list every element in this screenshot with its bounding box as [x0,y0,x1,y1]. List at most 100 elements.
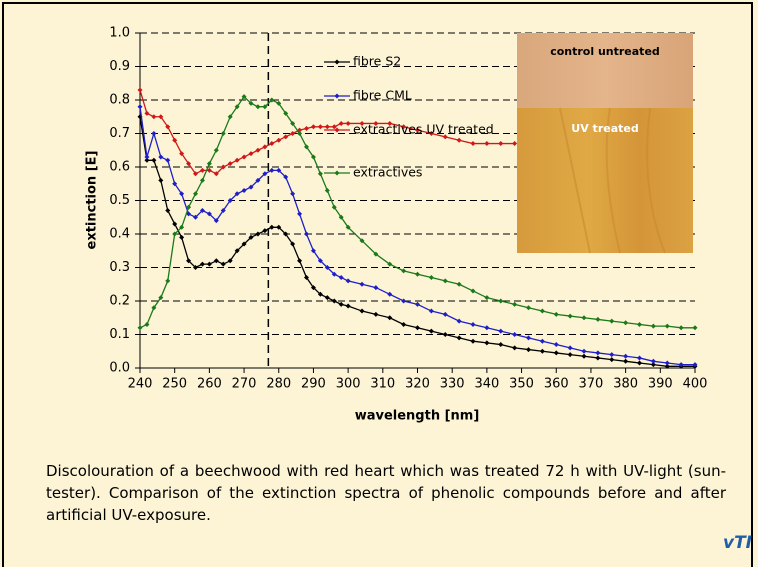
data-point [317,258,323,264]
data-point [234,191,240,197]
data-point [498,342,504,348]
data-point [553,311,559,317]
data-point [338,120,344,126]
data-point [297,258,303,264]
data-point [692,362,698,368]
data-point [179,234,185,240]
data-point [255,104,261,110]
data-point [179,151,185,157]
data-point [526,335,531,341]
data-point [255,147,261,153]
data-point [567,352,573,358]
data-point [269,224,275,230]
inset-label: control untreated [550,45,660,58]
data-point [248,100,254,106]
legend-label: fibre S2 [353,54,401,69]
data-point [387,315,393,321]
data-point [387,261,393,267]
data-point [283,110,289,116]
data-point [373,311,379,317]
data-point [324,124,330,130]
data-point [442,134,448,140]
data-point [144,157,150,163]
data-point [241,241,247,247]
data-point [234,157,240,163]
data-point [373,285,379,291]
data-point [310,285,316,291]
data-point [331,124,337,130]
data-point [595,350,601,356]
data-point [304,275,309,281]
data-point [304,144,309,150]
data-point [512,332,518,337]
data-point [144,154,150,160]
x-tick-label: 390 [648,377,673,392]
data-point [415,301,420,307]
data-point [609,318,615,324]
data-point [220,261,226,267]
data-point [227,161,233,167]
data-point [664,323,670,329]
data-point [290,241,296,247]
y-tick-label: 1.0 [109,26,130,41]
y-tick-label: 0.1 [109,327,130,342]
data-point [428,275,434,281]
data-point [262,104,268,110]
data-point [172,231,178,237]
x-tick-label: 280 [266,377,291,392]
data-point [498,328,504,334]
data-point [193,171,198,177]
data-point [310,154,316,160]
data-point [387,291,393,297]
data-point [456,318,462,324]
data-point [165,157,171,163]
data-point [255,177,261,183]
data-point [317,171,323,177]
data-point [172,221,178,227]
data-point [255,231,261,237]
series-line [139,95,695,329]
data-point [526,305,531,311]
data-point [553,350,559,356]
data-point [213,218,219,224]
y-tick-label: 0.6 [109,160,130,175]
data-point [213,258,219,264]
data-point [193,214,198,220]
data-point [345,224,351,230]
data-point [304,125,309,131]
data-point [442,311,448,317]
data-point [206,211,212,217]
data-point [637,360,642,366]
data-point [297,131,303,136]
legend-label: extractives [353,165,422,180]
data-point [317,291,323,297]
data-point [428,328,434,334]
data-point [165,124,171,130]
data-point [484,325,490,331]
data-point [539,308,545,314]
data-point [581,348,587,354]
x-tick-label: 240 [128,377,153,392]
x-tick-label: 250 [162,377,187,392]
data-point [623,353,629,359]
data-point [401,268,407,274]
data-point [283,231,289,237]
y-tick-label: 0.3 [109,260,130,275]
data-point [609,352,615,358]
data-point [276,224,282,230]
data-point [526,347,531,353]
data-point [186,161,192,167]
data-point [186,258,192,264]
data-point [498,141,504,147]
y-tick-label: 0.8 [109,93,130,108]
data-point [692,325,698,331]
data-point [401,321,407,327]
legend-label: extractives UV treated [353,122,494,137]
data-point [269,141,275,147]
data-point [317,124,323,130]
data-point [650,323,656,329]
data-point [359,281,365,287]
data-point [470,338,476,344]
x-tick-label: 340 [474,377,499,392]
